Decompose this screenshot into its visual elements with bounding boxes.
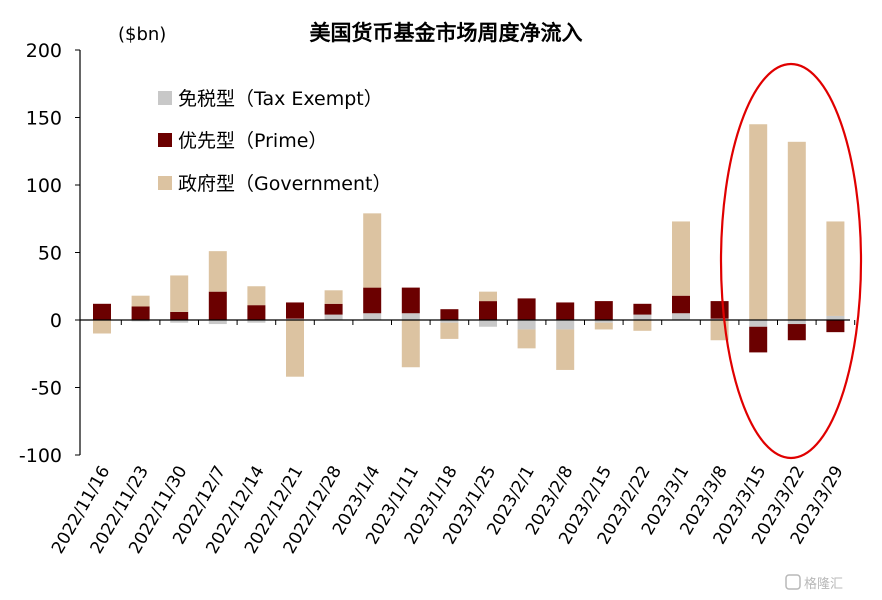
bar-segment [479,291,497,302]
bar-segment [131,295,150,307]
bar-segment [749,326,768,353]
y-tick-label: 50 [38,243,62,265]
bar-segment [324,303,343,315]
watermark: 格隆汇 [785,574,843,592]
bar-segment [286,302,304,319]
bar-segment [517,298,536,320]
legend-swatch [158,133,172,147]
y-tick-label: 200 [26,40,62,62]
bar-segment [286,318,304,320]
y-axis-ticks: 200 150 100 50 0 -50 -100 [19,40,80,467]
unit-label: ($bn) [118,24,166,45]
bar-segment [826,221,845,316]
bar-segment [787,320,806,325]
bar-segment [710,318,729,320]
watermark-text: 格隆汇 [804,576,843,592]
bar-segment [517,320,536,330]
bar-segment [401,320,420,368]
bar-segment [131,320,150,322]
bar-segment [170,320,189,323]
bar-segment [208,320,227,325]
bar-segment [672,295,690,314]
highlight-ellipse [719,62,863,460]
y-tick-label: -50 [31,378,62,400]
bar-segment [556,320,575,330]
bar-segment [170,311,189,320]
bar-segment [633,320,652,331]
bar-segment [479,301,497,320]
bar-segment [170,275,189,312]
legend-label: 政府型（Government） [178,173,392,195]
bar-segment [440,309,459,320]
bar-segment [594,322,613,330]
bar-segment [363,213,382,288]
bar-segment [247,320,266,323]
bar-segment [208,251,227,292]
bar-segment [324,314,343,320]
legend-label: 免税型（Tax Exempt） [178,88,383,110]
bar-segment [672,313,690,320]
bar-segment [247,305,266,320]
bar-segment [363,287,382,314]
bar-segment [556,329,575,370]
bar-segment [479,320,497,327]
bar-segment [556,302,575,320]
bar-segment [517,329,536,349]
bar-segment [826,315,845,320]
bar-segment [710,301,729,319]
bar-segment [440,322,459,339]
bar-segment [401,287,420,314]
bar-segment [826,320,845,333]
y-tick-label: -100 [19,445,62,467]
bar-segment [131,306,150,320]
bar-segment [286,320,304,377]
legend-label: 优先型（Prime） [178,130,327,152]
bar-segment [787,324,806,341]
bar-segment [594,301,613,320]
bar-segment [363,313,382,320]
y-tick-label: 150 [26,108,62,130]
bar-segment [749,320,768,327]
bar-segment [324,290,343,304]
bar-segment [633,303,652,315]
watermark-logo-icon [785,574,801,590]
bar-segment [208,291,227,320]
y-tick-label: 100 [26,175,62,197]
legend-swatch [158,91,172,105]
bar-segment [440,320,459,323]
x-axis-ticks: 2022/11/162022/11/232022/11/302022/12/72… [48,320,856,557]
chart-title: 美国货币基金市场周度净流入 [310,21,583,45]
legend-swatch [158,176,172,190]
bar-segment [633,314,652,320]
bar-segment [672,221,690,296]
y-tick-label: 0 [50,310,62,332]
bars [93,124,845,377]
bar-segment [93,320,111,334]
bar-segment [93,303,111,320]
bar-segment [787,141,806,320]
bar-segment [749,124,768,320]
legend: 免税型（Tax Exempt） 优先型（Prime） 政府型（Government） [158,88,392,195]
bar-segment [594,320,613,323]
bar-segment [247,286,266,306]
bar-segment [401,313,420,320]
